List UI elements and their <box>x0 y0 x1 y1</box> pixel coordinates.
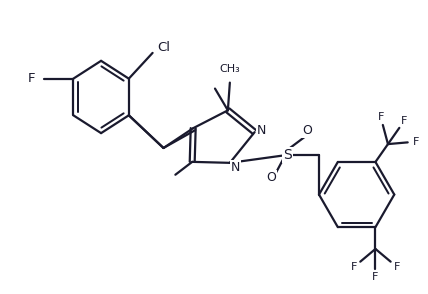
Text: F: F <box>372 272 379 282</box>
Text: F: F <box>393 262 400 272</box>
Text: F: F <box>28 72 36 85</box>
Text: O: O <box>267 171 276 184</box>
Text: F: F <box>413 137 419 147</box>
Text: CH₃: CH₃ <box>220 64 240 74</box>
Text: F: F <box>401 116 407 126</box>
Text: F: F <box>377 112 384 122</box>
Text: O: O <box>302 124 312 137</box>
Text: F: F <box>351 262 357 272</box>
Text: N: N <box>231 161 241 174</box>
Text: N: N <box>257 124 266 137</box>
Text: Cl: Cl <box>157 41 170 54</box>
Text: S: S <box>283 148 291 162</box>
